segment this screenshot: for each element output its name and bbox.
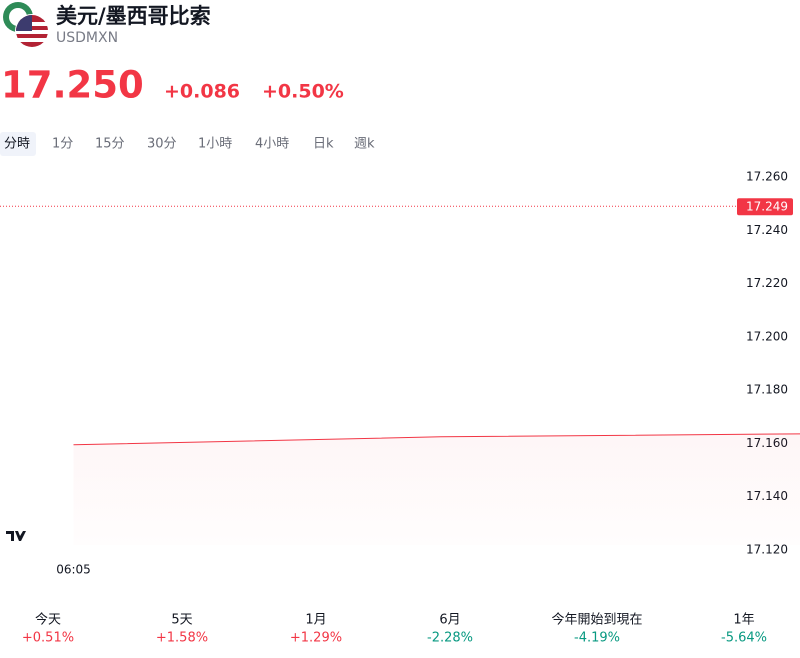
y-tick-label: 17.220 bbox=[746, 276, 788, 290]
y-tick-label: 17.180 bbox=[746, 383, 788, 397]
period-label: 今年開始到現在 bbox=[551, 612, 642, 628]
y-tick-label: 17.120 bbox=[746, 543, 788, 557]
last-price-tag bbox=[737, 198, 793, 216]
y-tick-label: 17.240 bbox=[746, 223, 788, 237]
period-change: -4.19% bbox=[574, 631, 620, 646]
period-label: 1月 bbox=[305, 613, 326, 628]
y-tick-label: 17.260 bbox=[746, 170, 788, 184]
period-label: 1年 bbox=[733, 613, 754, 628]
change-percent: +0.50% bbox=[262, 81, 344, 103]
tab[interactable]: 30分 bbox=[147, 137, 177, 152]
tab[interactable]: 日k bbox=[313, 137, 334, 152]
performance: 今天 +0.51% 5天 +1.58% 1月 +1.29% 6月 -2.28% 今年開始到現在 -… bbox=[22, 612, 767, 646]
tab[interactable]: 分時 bbox=[4, 137, 30, 152]
tabs: 分時 1分 15分 30分 1小時 4小時 日k 週k bbox=[4, 137, 375, 152]
area-fill bbox=[73, 433, 800, 545]
price: 17.250 bbox=[1, 64, 144, 107]
tab[interactable]: 4小時 bbox=[255, 137, 289, 152]
plot: 17.12017.14017.16017.18017.20017.22017.2… bbox=[0, 170, 800, 577]
tv-logo bbox=[0, 522, 28, 550]
tab-active bbox=[0, 132, 36, 156]
period-change: +1.58% bbox=[156, 631, 208, 646]
symbol: USDMXN bbox=[56, 30, 118, 46]
change: +0.086 bbox=[164, 81, 240, 103]
period-label: 今天 bbox=[35, 612, 61, 628]
flags bbox=[3, 2, 49, 48]
period-change: -5.64% bbox=[721, 631, 767, 646]
x-tick-label: 06:05 bbox=[56, 563, 91, 577]
period-change: +0.51% bbox=[22, 631, 74, 646]
last-price-label: 17.249 bbox=[746, 199, 788, 213]
y-tick-label: 17.200 bbox=[746, 329, 788, 343]
tab[interactable]: 週k bbox=[354, 137, 375, 152]
period-label: 5天 bbox=[171, 613, 192, 628]
period-change: +1.29% bbox=[290, 631, 342, 646]
period-change: -2.28% bbox=[427, 631, 473, 646]
tab[interactable]: 1分 bbox=[52, 137, 73, 152]
tab[interactable]: 1小時 bbox=[198, 137, 232, 152]
period-label: 6月 bbox=[439, 613, 460, 628]
title: 美元/墨西哥比索 bbox=[56, 4, 211, 28]
tab[interactable]: 15分 bbox=[95, 137, 125, 152]
